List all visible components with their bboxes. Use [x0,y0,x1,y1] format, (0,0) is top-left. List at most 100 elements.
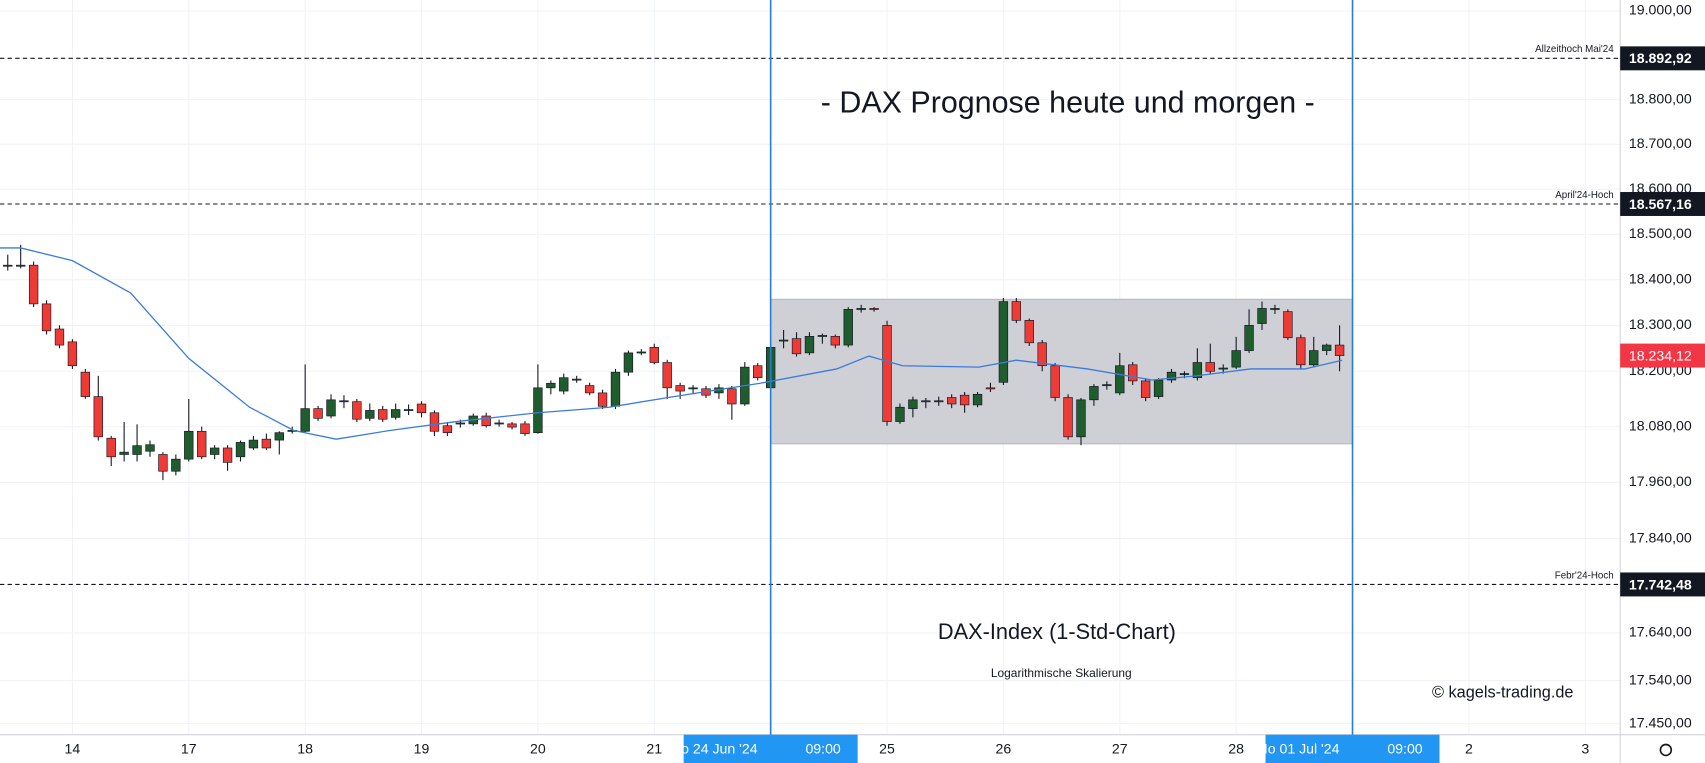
candle-body [455,422,465,425]
candle-body [326,399,336,417]
candle-body [184,430,194,460]
candle-body [572,378,582,381]
candle-body [1231,350,1241,368]
y-tick-label: 18.300,00 [1629,316,1692,332]
marker-time: 09:00 [1387,741,1422,757]
candle-body [959,394,970,406]
level-price-box [1620,572,1705,597]
y-tick-label: 17.640,00 [1629,624,1692,640]
candle-body [1179,373,1190,375]
candle-body [597,392,608,407]
candle-body [947,397,957,405]
x-tick-label: 25 [879,741,895,757]
candle-body [248,439,259,449]
candle-body [533,387,543,433]
y-tick-label: 17.840,00 [1629,529,1692,545]
level-name: Allzeithoch Mai'24 [1535,44,1614,55]
last-price-box [1620,343,1705,368]
x-tick-label: 14 [65,741,81,757]
candle-body [610,371,621,407]
x-tick-label: 3 [1581,741,1589,757]
candle-body [106,437,116,458]
candle-body [1037,342,1047,367]
candle-body [1115,365,1125,394]
candle-body [1296,337,1306,366]
x-tick-label: 20 [530,741,546,757]
candle-body [1140,380,1151,398]
candle-body [1050,365,1060,398]
candle-body [67,341,78,367]
candle-body [804,336,815,354]
candle-body [300,408,310,432]
x-tick-label: 18 [297,741,313,757]
marker-label-box [1265,734,1440,763]
candle-body [778,339,789,342]
level-price-box [1620,192,1705,216]
candle-body [41,303,52,332]
candle-body [209,447,220,455]
candle-body [830,336,840,346]
candle-body [197,430,207,458]
candle-body [623,352,634,373]
candle-body [688,387,698,390]
candle-body [985,387,996,390]
candle-body [132,445,142,455]
candle-body [1089,386,1099,401]
candle-body [274,432,284,441]
settings-icon[interactable] [1659,743,1673,757]
candle-body [649,347,659,363]
candle-body [546,382,556,389]
candle-body [1205,362,1215,372]
candle-body [520,423,530,434]
y-tick-label: 18.700,00 [1629,135,1692,151]
y-tick-label: 19.000,00 [1629,2,1692,18]
candle-body [753,365,763,379]
candle-body [1153,379,1164,397]
level-name: Febr'24-Hoch [1555,570,1614,581]
candle-body [998,301,1009,383]
last-price-label: 18.234,12 [1629,347,1692,363]
candle-body [1076,399,1086,438]
candle-body [1257,308,1267,324]
x-tick-label: 21 [646,741,662,757]
x-tick-label: 17 [181,741,197,757]
candle-body [481,415,491,427]
candle-body [429,412,440,432]
x-tick-label: 27 [1112,741,1128,757]
candle-body [1102,384,1112,387]
moving-average [0,247,1343,440]
candle-body [1128,364,1138,382]
candle-body [222,447,233,463]
candle-body [145,444,155,452]
candle-body [507,423,517,428]
marker-label-box [683,734,858,763]
candle-body [1192,362,1203,379]
candle-body [352,401,362,420]
candle-body [339,400,349,403]
y-tick-label: 17.450,00 [1629,714,1692,730]
candle-body [1011,301,1022,321]
marker-date: Mo 01 Jul '24 [1256,741,1340,757]
candle-body [365,410,375,419]
candle-body [921,400,931,403]
candle-body [584,385,595,394]
candle-body [843,309,853,346]
y-tick-label: 18.500,00 [1629,225,1692,241]
copyright: © kagels-trading.de [1432,684,1573,702]
candle-body [16,264,26,267]
level-price-label: 18.567,16 [1629,196,1692,212]
candle-body [3,264,13,267]
y-tick-label: 18.400,00 [1629,270,1692,286]
marker-time: 09:00 [805,741,840,757]
candle-body [93,396,103,438]
candle-body [80,371,91,397]
candle-body [119,451,129,455]
candle-body [1309,350,1319,366]
subtitle: DAX-Index (1-Std-Chart) [938,619,1176,644]
candle-body [817,335,828,337]
candle-body [390,409,401,418]
candle-body [416,403,427,414]
candle-body [1270,308,1280,310]
candle-body [313,408,323,419]
